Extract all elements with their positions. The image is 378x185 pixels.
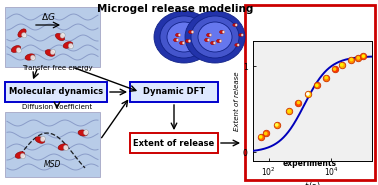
Ellipse shape bbox=[11, 46, 21, 52]
Text: Diffusion coefficient: Diffusion coefficient bbox=[22, 104, 92, 110]
Point bbox=[263, 132, 269, 135]
Ellipse shape bbox=[235, 24, 237, 26]
Ellipse shape bbox=[220, 30, 225, 34]
Ellipse shape bbox=[191, 31, 194, 33]
Ellipse shape bbox=[40, 136, 45, 142]
Text: Microgel release modeling: Microgel release modeling bbox=[97, 4, 253, 14]
Point bbox=[314, 84, 320, 87]
Ellipse shape bbox=[175, 33, 181, 37]
Point bbox=[361, 55, 367, 58]
Point bbox=[258, 135, 264, 138]
Ellipse shape bbox=[222, 31, 225, 33]
Point bbox=[361, 55, 367, 58]
Ellipse shape bbox=[16, 48, 21, 53]
Ellipse shape bbox=[185, 11, 245, 63]
Ellipse shape bbox=[182, 42, 185, 44]
Point bbox=[258, 135, 264, 138]
Ellipse shape bbox=[206, 33, 212, 37]
Point bbox=[274, 123, 280, 126]
Point bbox=[305, 92, 311, 95]
Point bbox=[355, 56, 361, 59]
Ellipse shape bbox=[178, 34, 181, 36]
Ellipse shape bbox=[174, 38, 178, 42]
Point bbox=[339, 63, 345, 66]
Ellipse shape bbox=[160, 16, 208, 58]
Point bbox=[349, 58, 355, 61]
Ellipse shape bbox=[180, 41, 184, 45]
Ellipse shape bbox=[204, 38, 209, 42]
Point bbox=[274, 123, 280, 126]
Ellipse shape bbox=[217, 39, 222, 43]
Ellipse shape bbox=[20, 153, 25, 159]
Ellipse shape bbox=[167, 22, 201, 52]
Ellipse shape bbox=[154, 11, 214, 63]
Ellipse shape bbox=[239, 33, 243, 36]
X-axis label: $t\,({\rm s})$: $t\,({\rm s})$ bbox=[304, 180, 321, 185]
Point bbox=[355, 56, 361, 59]
FancyBboxPatch shape bbox=[130, 82, 218, 102]
Text: Transfer free energy: Transfer free energy bbox=[22, 65, 92, 71]
Ellipse shape bbox=[78, 130, 88, 136]
Ellipse shape bbox=[198, 22, 232, 52]
Point bbox=[323, 76, 329, 79]
Ellipse shape bbox=[211, 41, 215, 45]
Ellipse shape bbox=[22, 33, 27, 38]
Point bbox=[332, 68, 338, 70]
Point bbox=[296, 101, 302, 104]
Text: $\Delta G$: $\Delta G$ bbox=[41, 11, 55, 22]
Point bbox=[349, 58, 355, 61]
Text: Extent of release: Extent of release bbox=[133, 139, 215, 147]
Point bbox=[305, 92, 311, 95]
Ellipse shape bbox=[45, 50, 55, 56]
Text: Comparison with
experiments: Comparison with experiments bbox=[274, 149, 346, 168]
Ellipse shape bbox=[186, 39, 191, 43]
Ellipse shape bbox=[60, 33, 65, 38]
Point bbox=[314, 84, 320, 87]
Ellipse shape bbox=[64, 145, 68, 151]
Ellipse shape bbox=[56, 33, 65, 41]
FancyBboxPatch shape bbox=[5, 7, 100, 67]
Ellipse shape bbox=[207, 39, 210, 41]
Ellipse shape bbox=[213, 42, 216, 44]
Ellipse shape bbox=[58, 144, 68, 150]
Point bbox=[332, 68, 338, 70]
Ellipse shape bbox=[219, 40, 222, 42]
Y-axis label: Extent of release: Extent of release bbox=[234, 71, 240, 131]
FancyBboxPatch shape bbox=[5, 112, 100, 177]
FancyBboxPatch shape bbox=[5, 82, 107, 102]
Ellipse shape bbox=[189, 30, 194, 34]
Ellipse shape bbox=[15, 152, 25, 158]
Text: MSD: MSD bbox=[43, 160, 61, 169]
Ellipse shape bbox=[233, 23, 237, 26]
Ellipse shape bbox=[63, 42, 73, 48]
Ellipse shape bbox=[241, 34, 243, 36]
Ellipse shape bbox=[176, 39, 179, 41]
Ellipse shape bbox=[237, 44, 239, 46]
Ellipse shape bbox=[18, 29, 26, 37]
Ellipse shape bbox=[209, 34, 212, 36]
Point bbox=[286, 110, 292, 113]
Text: Dynamic DFT: Dynamic DFT bbox=[143, 88, 205, 97]
Ellipse shape bbox=[191, 16, 239, 58]
FancyBboxPatch shape bbox=[130, 133, 218, 153]
Ellipse shape bbox=[235, 43, 239, 46]
Ellipse shape bbox=[35, 137, 45, 143]
FancyBboxPatch shape bbox=[245, 5, 375, 180]
Point bbox=[263, 132, 269, 135]
Ellipse shape bbox=[50, 49, 55, 55]
Point bbox=[296, 101, 302, 104]
Text: Molecular dynamics: Molecular dynamics bbox=[9, 88, 103, 97]
Point bbox=[286, 110, 292, 113]
Ellipse shape bbox=[84, 130, 88, 135]
Point bbox=[323, 76, 329, 79]
Ellipse shape bbox=[30, 55, 36, 60]
Point bbox=[339, 63, 345, 66]
Ellipse shape bbox=[25, 54, 35, 60]
Ellipse shape bbox=[188, 40, 191, 42]
Ellipse shape bbox=[68, 43, 73, 49]
